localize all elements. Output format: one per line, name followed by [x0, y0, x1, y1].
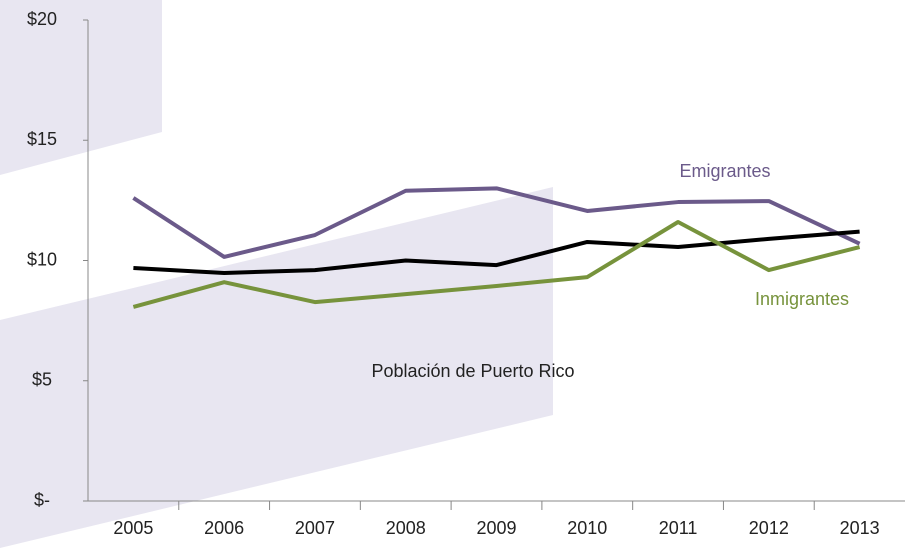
y-tick-label: $15 [27, 129, 57, 149]
x-tick-label: 2009 [476, 518, 516, 538]
x-tick-label: 2005 [113, 518, 153, 538]
y-tick-label: $20 [27, 9, 57, 29]
x-tick-label: 2011 [659, 518, 698, 538]
series-label: Inmigrantes [755, 289, 849, 309]
series-line [132, 186, 861, 259]
background-shape [0, 0, 162, 175]
background-shape [0, 187, 553, 548]
x-tick-label: 2008 [386, 518, 426, 538]
x-tick-label: 2007 [295, 518, 335, 538]
y-tick-label: $5 [32, 370, 52, 390]
x-tick-label: 2013 [840, 518, 880, 538]
y-tick-label: $- [34, 490, 50, 510]
y-tick-label: $10 [27, 249, 57, 269]
series-line [133, 229, 860, 276]
x-tick-label: 2012 [749, 518, 789, 538]
x-tick-label: 2010 [567, 518, 607, 538]
series-line [132, 220, 861, 309]
series-label: Emigrantes [679, 161, 770, 181]
x-tick-label: 2006 [204, 518, 244, 538]
series-label: Población de Puerto Rico [371, 361, 574, 381]
